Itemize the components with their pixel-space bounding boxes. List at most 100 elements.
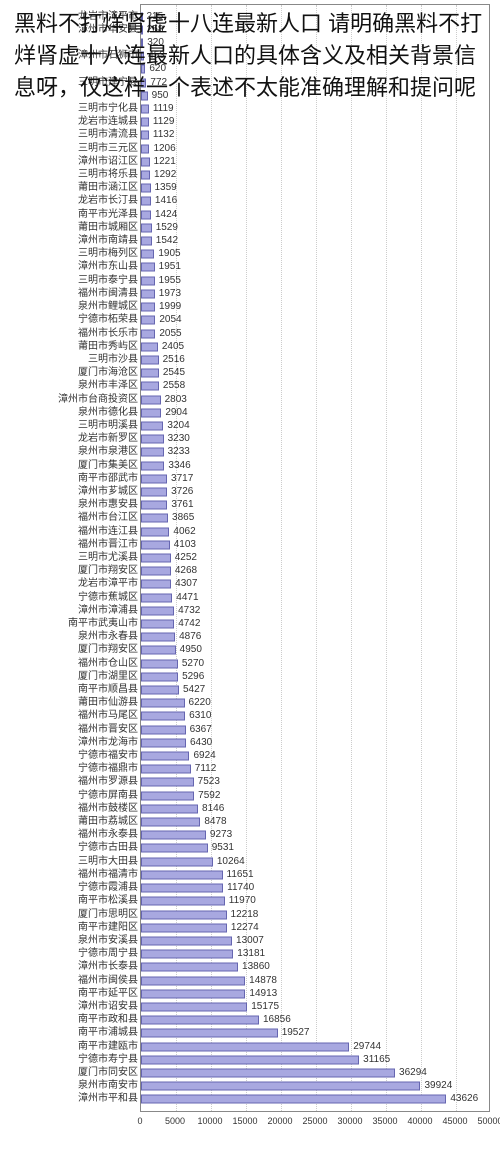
bar bbox=[141, 672, 178, 681]
bar-row: 宁德市柘荣县2054 bbox=[0, 314, 500, 327]
bar bbox=[141, 487, 167, 496]
bar-value-label: 11740 bbox=[227, 883, 254, 893]
bar-row: 福州市福清市 11651 bbox=[0, 868, 500, 881]
bar-category-label: 漳州市诏江区 bbox=[8, 157, 138, 167]
x-axis-tick-label: 15000 bbox=[232, 1116, 257, 1126]
bar bbox=[141, 606, 174, 615]
bar-value-label: 14913 bbox=[249, 989, 277, 999]
bar-value-label: 3726 bbox=[171, 487, 193, 497]
bar-value-label: 11651 bbox=[227, 870, 254, 880]
bar bbox=[141, 738, 186, 747]
bar bbox=[141, 171, 150, 180]
bar-row: 三明市宁化县1119 bbox=[0, 102, 500, 115]
bar-row: 南平市政和县 16856 bbox=[0, 1014, 500, 1027]
bar-category-label: 南平市政和县 bbox=[8, 1015, 138, 1025]
bar-category-label: 福州市连江县 bbox=[8, 527, 138, 537]
bar bbox=[141, 1082, 420, 1091]
bar bbox=[141, 250, 154, 259]
bar-category-label: 漳州市长泰县 bbox=[8, 962, 138, 972]
bar bbox=[141, 712, 185, 721]
bar-category-label: 宁德市柘荣县 bbox=[8, 315, 138, 325]
bar bbox=[141, 910, 227, 919]
bar-row: 福州市晋江市4103 bbox=[0, 538, 500, 551]
bar-category-label: 福州市罗源县 bbox=[8, 777, 138, 787]
bar-category-label: 南平市邵武市 bbox=[8, 474, 138, 484]
bar-value-label: 9273 bbox=[210, 830, 232, 840]
bar-row: 厦门市同安区36294 bbox=[0, 1066, 500, 1079]
bar-value-label: 4742 bbox=[178, 619, 200, 629]
bar-value-label: 7523 bbox=[198, 777, 220, 787]
bar-category-label: 漳州市诏安县 bbox=[8, 1002, 138, 1012]
bar-category-label: 福州市晋安区 bbox=[8, 725, 138, 735]
bar-row: 漳州市平和县43626 bbox=[0, 1093, 500, 1106]
bar-category-label: 福州市仓山区 bbox=[8, 659, 138, 669]
bar-category-label: 厦门市集美区 bbox=[8, 461, 138, 471]
bar-category-label: 福州市长乐市 bbox=[8, 329, 138, 339]
bar bbox=[141, 210, 151, 219]
bar bbox=[141, 1016, 259, 1025]
bar-category-label: 宁德市福安市 bbox=[8, 751, 138, 761]
bar-category-label: 龙岩市长汀县 bbox=[8, 196, 138, 206]
bar-row: 厦门市翔安区4268 bbox=[0, 565, 500, 578]
bar-value-label: 16856 bbox=[263, 1015, 291, 1025]
bar-value-label: 1119 bbox=[153, 104, 174, 114]
bar-value-label: 4062 bbox=[173, 527, 195, 537]
bar-value-label: 2558 bbox=[163, 381, 185, 391]
bar-row: 泉州市惠安县3761 bbox=[0, 499, 500, 512]
bar-value-label: 39924 bbox=[424, 1081, 452, 1091]
bar-row: 厦门市思明区12218 bbox=[0, 908, 500, 921]
bar-value-label: 1359 bbox=[155, 183, 177, 193]
bar bbox=[141, 950, 233, 959]
bar-row: 漳州市龙海市6430 bbox=[0, 736, 500, 749]
bar-value-label: 3346 bbox=[168, 461, 190, 471]
overlay-question-text: 黑料不打烊肾虚十八连最新人口 请明确黑料不打烊肾虚十八连最新人口的具体含义及相关… bbox=[14, 8, 486, 104]
bar bbox=[141, 659, 178, 668]
bar-row: 莆田市秀屿区2405 bbox=[0, 340, 500, 353]
bar bbox=[141, 382, 159, 391]
bar-row: 三明市明溪县3204 bbox=[0, 419, 500, 432]
bar-value-label: 1132 bbox=[153, 130, 175, 140]
bar-category-label: 福州市晋江市 bbox=[8, 540, 138, 550]
bar-value-label: 11970 bbox=[229, 896, 256, 906]
bar-category-label: 福州市马尾区 bbox=[8, 711, 138, 721]
bar-value-label: 15175 bbox=[251, 1002, 279, 1012]
x-axis-tick-label: 35000 bbox=[372, 1116, 397, 1126]
bar bbox=[141, 884, 223, 893]
bar-category-label: 三明市泰宁县 bbox=[8, 276, 138, 286]
bar-row: 漳州市芗城区3726 bbox=[0, 485, 500, 498]
bar-category-label: 宁德市霞浦县 bbox=[8, 883, 138, 893]
x-axis-tick-label: 5000 bbox=[165, 1116, 185, 1126]
bar bbox=[141, 157, 150, 166]
bar-category-label: 三明市三元区 bbox=[8, 144, 138, 154]
bar bbox=[141, 725, 186, 734]
bar-value-label: 7112 bbox=[195, 764, 217, 774]
bar-value-label: 1292 bbox=[154, 170, 176, 180]
bar bbox=[141, 1055, 359, 1064]
bar-row: 宁德市古田县9531 bbox=[0, 842, 500, 855]
bar-category-label: 莆田市荔城区 bbox=[8, 817, 138, 827]
bar-row: 三明市三元区 1206 bbox=[0, 142, 500, 155]
bar-category-label: 三明市尤溪县 bbox=[8, 553, 138, 563]
bar-row: 福州市闽清县1973 bbox=[0, 287, 500, 300]
bar-row: 宁德市周宁县13181 bbox=[0, 948, 500, 961]
bar-category-label: 泉州市永春县 bbox=[8, 632, 138, 642]
bar bbox=[141, 448, 164, 457]
bar bbox=[141, 276, 155, 285]
bar-value-label: 4950 bbox=[180, 645, 202, 655]
bar-category-label: 南平市建瓯市 bbox=[8, 1042, 138, 1052]
bar-row: 宁德市寿宁县31165 bbox=[0, 1053, 500, 1066]
bar bbox=[141, 421, 163, 430]
bar bbox=[141, 329, 155, 338]
bar-row: 三明市清流县 1132 bbox=[0, 129, 500, 142]
bar-category-label: 三明市清流县 bbox=[8, 130, 138, 140]
bar-category-label: 厦门市思明区 bbox=[8, 910, 138, 920]
bar-row: 漳州市台商投资区2803 bbox=[0, 393, 500, 406]
bar bbox=[141, 633, 175, 642]
bar-category-label: 福州市福清市 bbox=[8, 870, 138, 880]
bar-value-label: 1206 bbox=[153, 144, 175, 154]
bar bbox=[141, 316, 155, 325]
bar-value-label: 1905 bbox=[158, 249, 180, 259]
bar-value-label: 4307 bbox=[175, 579, 197, 589]
bar-row: 漳州市诏安县 15175 bbox=[0, 1000, 500, 1013]
bar bbox=[141, 263, 155, 272]
